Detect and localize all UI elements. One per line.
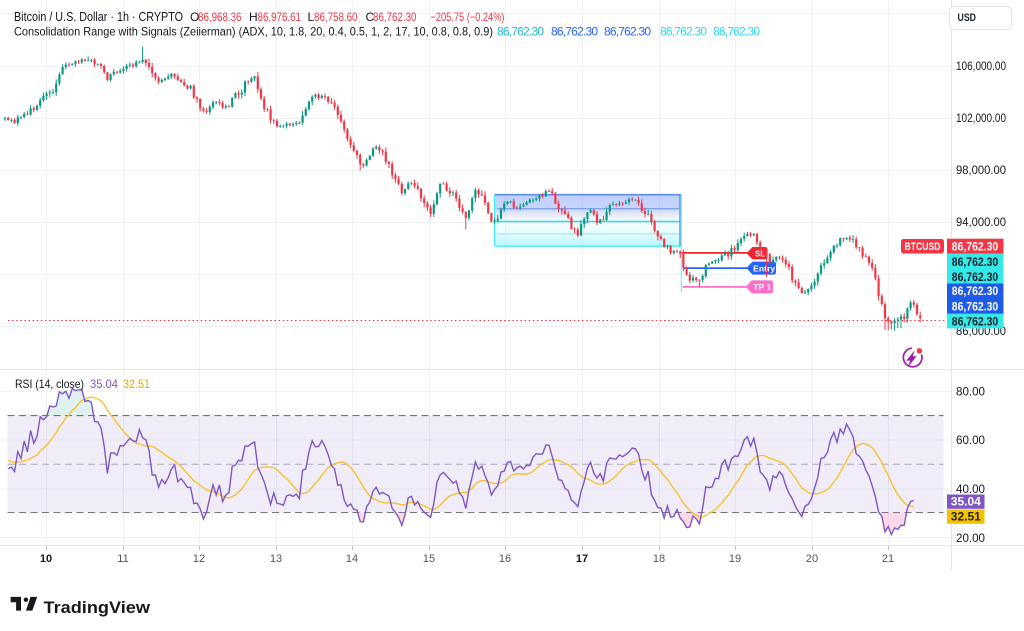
svg-text:Bitcoin / U.S. Dollar · 1h · C: Bitcoin / U.S. Dollar · 1h · CRYPTO	[14, 10, 183, 24]
svg-text:17: 17	[576, 553, 588, 565]
svg-text:RSI (14, close): RSI (14, close)	[15, 377, 84, 391]
svg-text:18: 18	[653, 553, 665, 565]
svg-text:Entry: Entry	[753, 263, 775, 273]
svg-text:15: 15	[423, 553, 435, 565]
svg-text:TradingView: TradingView	[44, 599, 151, 617]
svg-text:86,762.30: 86,762.30	[952, 239, 999, 253]
svg-text:20: 20	[806, 553, 818, 565]
svg-text:10: 10	[40, 553, 52, 565]
svg-text:80.00: 80.00	[956, 387, 985, 399]
svg-text:86,762.30: 86,762.30	[952, 255, 999, 269]
svg-text:20.00: 20.00	[956, 533, 985, 545]
svg-text:BTCUSD: BTCUSD	[905, 241, 941, 253]
svg-text:TP 1: TP 1	[753, 282, 771, 292]
svg-text:32.51: 32.51	[123, 377, 150, 391]
svg-text:102,000.00: 102,000.00	[956, 113, 1006, 125]
svg-text:Consolidation Range with Signa: Consolidation Range with Signals (Zeiier…	[14, 25, 493, 39]
svg-text:86,000.00: 86,000.00	[956, 326, 1006, 338]
svg-text:60.00: 60.00	[956, 435, 985, 447]
svg-text:13: 13	[270, 553, 282, 565]
svg-text:19: 19	[729, 553, 741, 565]
svg-text:106,000.00: 106,000.00	[956, 61, 1006, 73]
svg-text:11: 11	[117, 553, 128, 565]
svg-text:86,762.30: 86,762.30	[952, 284, 999, 298]
svg-text:86,762.30: 86,762.30	[952, 299, 999, 313]
svg-text:98,000.00: 98,000.00	[956, 165, 1006, 177]
svg-text:32.51: 32.51	[951, 511, 982, 523]
svg-text:86,762.30: 86,762.30	[952, 270, 999, 284]
svg-text:94,000.00: 94,000.00	[956, 217, 1006, 229]
svg-text:35.04: 35.04	[90, 377, 118, 391]
svg-text:35.04: 35.04	[951, 496, 982, 508]
svg-text:SL: SL	[755, 249, 765, 259]
svg-text:16: 16	[499, 553, 511, 565]
svg-text:86,762.30: 86,762.30	[952, 314, 999, 328]
svg-text:21: 21	[882, 553, 894, 565]
svg-text:12: 12	[193, 553, 205, 565]
svg-text:40.00: 40.00	[956, 484, 985, 496]
svg-text:14: 14	[346, 553, 358, 565]
svg-text:USD: USD	[958, 12, 977, 24]
